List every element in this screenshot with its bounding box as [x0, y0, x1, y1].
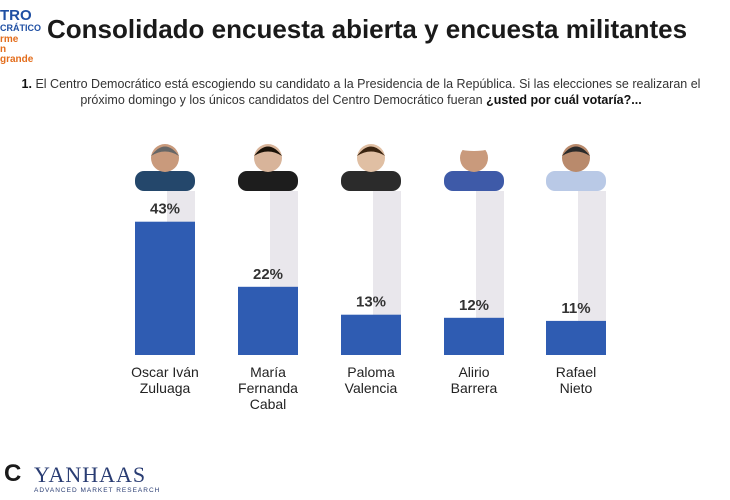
logo-text: n grande [0, 44, 34, 65]
data-label: 43% [150, 201, 180, 218]
data-label: 12% [459, 297, 489, 314]
data-bar [546, 320, 606, 355]
candidate-photo [357, 146, 385, 156]
survey-question: 1. El Centro Democrático está escogiendo… [0, 76, 722, 108]
yanhaas-logo: YANHAAS [34, 462, 147, 487]
question-emphasis: ¿usted por cuál votaría?... [486, 93, 642, 107]
logo-text: rme [0, 34, 19, 45]
candidate-photo [151, 146, 179, 156]
yanhaas-tagline: ADVANCED MARKET RESEARCH [34, 487, 161, 494]
candidate-photo [135, 171, 195, 191]
data-label: 11% [561, 300, 590, 317]
page-title: Consolidado encuesta abierta y encuesta … [47, 14, 688, 44]
category-label-line: Alirio [458, 364, 489, 380]
candidate-photo [254, 146, 282, 156]
candidate-photo [444, 171, 504, 191]
question-number: 1. [21, 77, 32, 91]
candidate-photo [238, 171, 298, 191]
category-label-line: María [250, 364, 286, 380]
category-label-line: Nieto [560, 380, 593, 396]
logo-text: CRÁTICO [0, 23, 41, 33]
candidate-photo [464, 136, 484, 146]
data-label: 22% [253, 266, 283, 283]
category-label: Oscar Iván Zuluaga [131, 364, 199, 396]
category-label-line: Cabal [250, 396, 287, 412]
logo-text: TRO [0, 7, 32, 24]
category-label: María Fernanda Cabal [238, 364, 298, 412]
data-bar [238, 286, 298, 355]
category-label: Alirio Barrera [451, 364, 498, 396]
candidate-photo [562, 146, 590, 156]
category-label-line: Paloma [347, 364, 395, 380]
category-label-line: Zuluaga [140, 380, 191, 396]
category-label-line: Barrera [451, 380, 498, 396]
data-bar [444, 317, 504, 355]
category-label-line: Rafael [556, 364, 596, 380]
candidate-photo [341, 171, 401, 191]
question-text: El Centro Democrático está escogiendo su… [35, 77, 701, 107]
data-bar [341, 314, 401, 355]
party-logo: TRO CRÁTICO rme n grande [0, 8, 42, 65]
data-bar [135, 221, 195, 355]
category-label-line: Oscar Iván [131, 364, 199, 380]
category-label-line: Valencia [345, 380, 398, 396]
data-label: 13% [356, 294, 386, 311]
category-label: Paloma Valencia [345, 364, 398, 396]
footer-letter: C [4, 460, 22, 487]
candidate-photo [546, 171, 606, 191]
category-label: Rafael Nieto [556, 364, 596, 396]
category-label-line: Fernanda [238, 380, 298, 396]
bar-chart: 43% Oscar Iván Zuluaga 22% María Fernanda Caba… [131, 136, 606, 412]
candidate-photo [460, 144, 488, 172]
